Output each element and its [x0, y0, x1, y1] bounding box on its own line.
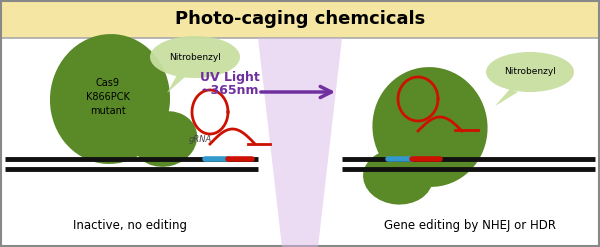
- Ellipse shape: [150, 36, 240, 78]
- Text: Nitrobenzyl: Nitrobenzyl: [504, 67, 556, 77]
- Ellipse shape: [50, 34, 170, 164]
- Ellipse shape: [133, 111, 197, 167]
- Text: Gene editing by NHEJ or HDR: Gene editing by NHEJ or HDR: [384, 219, 556, 231]
- Text: Nitrobenzyl: Nitrobenzyl: [169, 53, 221, 62]
- Text: ~365nm: ~365nm: [201, 83, 259, 97]
- Text: Cas9
K866PCK
mutant: Cas9 K866PCK mutant: [86, 78, 130, 116]
- Polygon shape: [167, 75, 185, 93]
- Text: Photo-caging chemcicals: Photo-caging chemcicals: [175, 10, 425, 28]
- Ellipse shape: [363, 149, 433, 205]
- Ellipse shape: [373, 67, 488, 187]
- Ellipse shape: [486, 52, 574, 92]
- Bar: [0, 0, 600, 38]
- Text: UV Light: UV Light: [200, 70, 260, 83]
- Text: Inactive, no editing: Inactive, no editing: [73, 219, 187, 231]
- Text: gRNA: gRNA: [188, 135, 212, 144]
- Polygon shape: [258, 38, 342, 247]
- FancyArrowPatch shape: [261, 86, 331, 98]
- Polygon shape: [495, 89, 518, 106]
